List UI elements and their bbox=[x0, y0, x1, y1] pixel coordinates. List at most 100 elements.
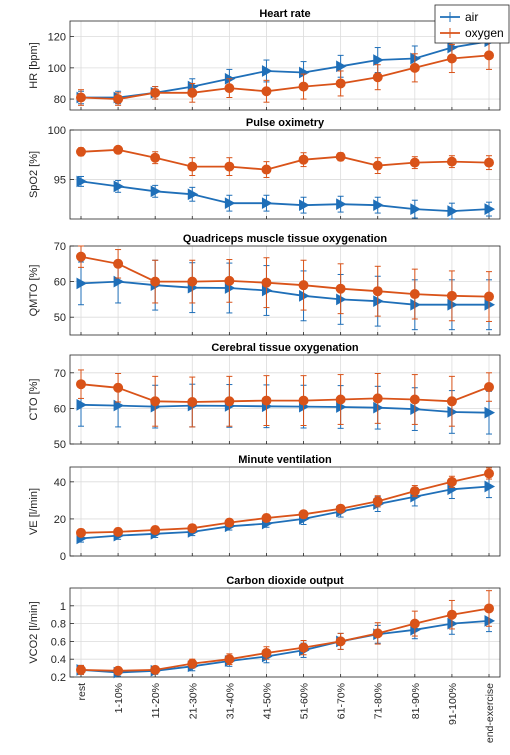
series-oxygen bbox=[76, 467, 494, 538]
data-point-oxygen bbox=[76, 664, 86, 675]
y-axis-label: HR [bpm] bbox=[28, 42, 40, 88]
panel-1: 80 100 120 Heart rate HR [bpm] bbox=[28, 8, 501, 111]
panel-3: 50 60 70 Quadriceps muscle tissue oxygenati… bbox=[28, 233, 501, 336]
panel-4: 50 60 70 Cerebral tissue oxygenation CTO [%] bbox=[28, 342, 501, 451]
data-point-oxygen bbox=[335, 503, 346, 514]
plot-area bbox=[70, 355, 500, 444]
y-tick-label: 50 bbox=[54, 439, 66, 451]
axes-frame bbox=[69, 20, 501, 111]
data-point-oxygen bbox=[113, 258, 124, 269]
data-point-oxygen bbox=[76, 527, 86, 538]
x-tick-label: 31-40% bbox=[224, 683, 236, 719]
y-tick-label: 95 bbox=[54, 174, 66, 186]
data-point-oxygen bbox=[372, 72, 383, 83]
data-point-air bbox=[484, 480, 496, 493]
panel-title: Heart rate bbox=[259, 8, 310, 20]
series-line-oxygen bbox=[80, 255, 490, 298]
data-point-oxygen bbox=[335, 78, 346, 89]
x-tick-label: rest bbox=[76, 683, 88, 701]
series-oxygen bbox=[76, 40, 494, 106]
axes-frame bbox=[69, 245, 501, 336]
plot-area bbox=[70, 467, 500, 556]
y-tick-label: 1 bbox=[60, 601, 66, 613]
data-point-oxygen bbox=[76, 92, 86, 103]
y-tick-label: 0.2 bbox=[51, 672, 66, 684]
data-point-oxygen bbox=[409, 157, 420, 168]
data-point-oxygen bbox=[409, 289, 420, 300]
data-point-air bbox=[76, 398, 88, 411]
data-point-oxygen bbox=[187, 523, 198, 534]
plot-area bbox=[70, 588, 500, 677]
data-point-oxygen bbox=[150, 152, 161, 163]
data-point-oxygen bbox=[409, 394, 420, 405]
data-point-oxygen bbox=[261, 86, 272, 97]
series-oxygen bbox=[76, 590, 494, 676]
y-axis-label: SpO2 [%] bbox=[28, 151, 40, 198]
data-point-oxygen bbox=[372, 286, 383, 297]
data-point-oxygen bbox=[261, 395, 272, 406]
y-tick-label: 60 bbox=[54, 277, 66, 289]
data-point-oxygen bbox=[409, 486, 420, 497]
data-point-oxygen bbox=[446, 609, 457, 620]
data-point-oxygen bbox=[150, 87, 161, 98]
data-point-oxygen bbox=[446, 396, 457, 407]
series-oxygen bbox=[76, 369, 494, 428]
data-point-oxygen bbox=[113, 382, 124, 393]
data-point-oxygen bbox=[335, 394, 346, 405]
y-tick-label: 0.8 bbox=[51, 619, 66, 631]
data-point-oxygen bbox=[409, 618, 420, 629]
y-tick-label: 0.4 bbox=[51, 654, 66, 666]
series-line-air bbox=[80, 403, 490, 414]
data-point-air bbox=[373, 54, 384, 66]
x-tick-label: 91-100% bbox=[447, 683, 459, 725]
series-air bbox=[76, 175, 496, 220]
data-point-air bbox=[76, 277, 88, 290]
data-point-oxygen bbox=[113, 94, 124, 105]
axes-frame bbox=[69, 129, 501, 220]
data-point-oxygen bbox=[372, 628, 383, 639]
data-point-oxygen bbox=[372, 160, 383, 171]
data-point-oxygen bbox=[76, 379, 86, 390]
data-point-oxygen bbox=[261, 277, 272, 288]
series-line-oxygen bbox=[80, 383, 490, 403]
y-tick-label: 120 bbox=[48, 32, 66, 44]
series-line-air bbox=[80, 280, 489, 306]
legend-label: oxygen bbox=[465, 26, 504, 40]
data-point-oxygen bbox=[298, 395, 309, 406]
data-point-oxygen bbox=[187, 161, 198, 172]
x-tick-label: 51-60% bbox=[299, 683, 311, 719]
data-point-air bbox=[336, 60, 347, 73]
data-point-oxygen bbox=[76, 146, 86, 157]
data-point-oxygen bbox=[298, 154, 309, 165]
plot-area bbox=[70, 130, 500, 219]
data-point-oxygen bbox=[335, 636, 346, 647]
data-point-oxygen bbox=[113, 144, 124, 155]
data-point-air bbox=[336, 198, 347, 211]
data-point-air bbox=[113, 180, 125, 193]
data-point-oxygen bbox=[224, 83, 235, 94]
data-point-oxygen bbox=[298, 280, 309, 291]
data-point-oxygen bbox=[446, 156, 457, 167]
data-point-oxygen bbox=[224, 161, 235, 172]
data-point-oxygen bbox=[484, 382, 494, 393]
data-point-oxygen bbox=[224, 517, 235, 528]
y-tick-label: 80 bbox=[54, 94, 66, 106]
data-point-oxygen bbox=[335, 283, 346, 294]
y-axis-label: VCO2 [l/min] bbox=[28, 601, 40, 663]
data-point-oxygen bbox=[372, 496, 383, 507]
data-point-oxygen bbox=[113, 665, 124, 676]
plot-area bbox=[70, 246, 500, 335]
panel-title: Cerebral tissue oxygenation bbox=[211, 342, 359, 354]
data-point-oxygen bbox=[446, 290, 457, 301]
data-point-oxygen bbox=[187, 658, 198, 669]
data-point-air bbox=[447, 205, 458, 217]
series-line-air bbox=[80, 485, 490, 540]
data-point-oxygen bbox=[261, 647, 272, 658]
y-tick-label: 0.6 bbox=[51, 636, 66, 648]
data-point-oxygen bbox=[224, 396, 235, 407]
data-point-oxygen bbox=[187, 276, 198, 287]
series-line-air bbox=[80, 180, 490, 213]
legend: air oxygen bbox=[434, 4, 510, 44]
data-point-air bbox=[76, 175, 88, 188]
